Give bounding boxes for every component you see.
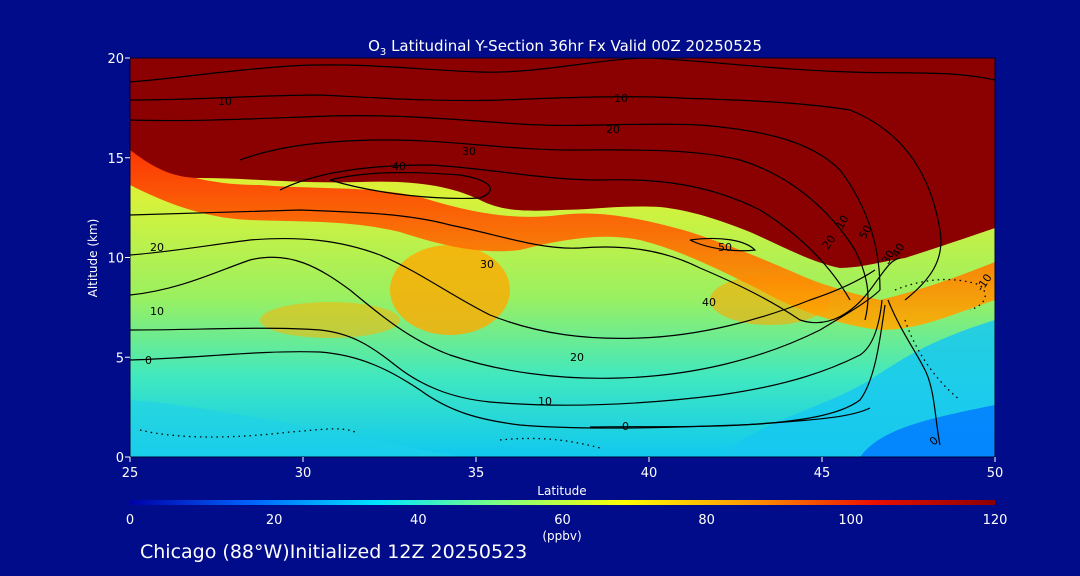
contour-label: 30: [879, 248, 897, 267]
contour-label: 10: [833, 213, 851, 232]
contour-label: 40: [702, 296, 716, 309]
contour-label: 20: [150, 241, 164, 254]
ozone-field-low-patch-west: [130, 400, 460, 457]
contour-label: 50: [718, 241, 732, 254]
contour-label: 10: [150, 305, 164, 318]
title-subscript: 3: [380, 47, 386, 58]
contour-label: 30: [462, 145, 476, 158]
colorbar-tick-label: 40: [410, 513, 427, 528]
contour-label: 50: [856, 223, 874, 242]
x-axis: 25 30 35 40 45 50: [122, 457, 1004, 481]
x-tick-label: 40: [641, 466, 658, 481]
colorbar-tick-label: 20: [266, 513, 283, 528]
colorbar-tick-label: 120: [983, 513, 1008, 528]
x-tick-label: 50: [987, 466, 1004, 481]
colorbar-tick-label: 80: [698, 513, 715, 528]
ozone-field-tropopause-band: [130, 150, 995, 330]
contour-label: 10: [538, 395, 552, 408]
title-suffix: Latitudinal Y-Section 36hr Fx Valid 00Z …: [386, 37, 762, 55]
y-tick-label: 5: [116, 351, 124, 366]
y-tick-label: 20: [107, 52, 124, 67]
contour-label: 20: [570, 351, 584, 364]
y-tick-label: 10: [107, 252, 124, 267]
contour-label: 0: [622, 420, 629, 433]
contour-lines: [130, 58, 995, 449]
colorbar-tick-label: 100: [838, 513, 863, 528]
colorbar: [130, 500, 995, 505]
x-tick-label: 35: [468, 466, 485, 481]
contour-label: 20: [606, 123, 620, 136]
contour-label: 0: [145, 354, 152, 367]
contour-label: 10: [218, 95, 232, 108]
ozone-field-low-patch-east-deep: [860, 405, 995, 457]
y-axis: 0 5 10 15 20: [107, 52, 130, 466]
colorbar-tick-label: 60: [554, 513, 571, 528]
y-tick-label: 0: [116, 451, 124, 466]
ozone-field-stratosphere: [130, 58, 995, 268]
y-tick-label: 15: [107, 152, 124, 167]
contour-label: 30: [480, 258, 494, 271]
colorbar-label: (ppbv): [542, 529, 581, 543]
ozone-field-orange-blob-1: [390, 245, 510, 335]
x-axis-label: Latitude: [537, 484, 586, 498]
chart-title: O3 Latitudinal Y-Section 36hr Fx Valid 0…: [368, 37, 762, 58]
y-axis-label: Altitude (km): [86, 219, 100, 298]
contour-label: 40: [889, 241, 907, 260]
title-prefix: O: [368, 37, 380, 55]
colorbar-ticks: 0 20 40 60 80 100 120: [126, 513, 1008, 528]
ozone-field-orange-blob-2: [260, 302, 400, 338]
x-tick-label: 30: [295, 466, 312, 481]
plot-area: 10 20 30 40 50 10 20 30 40 20 10 0 10 0 …: [130, 58, 995, 457]
x-tick-label: 45: [814, 466, 831, 481]
footer-text: Chicago (88°W)Initialized 12Z 20250523: [140, 541, 528, 563]
colorbar-tick-label: 0: [126, 513, 134, 528]
contour-label: 10: [614, 92, 628, 105]
contour-label: 40: [392, 160, 406, 173]
x-tick-label: 25: [122, 466, 139, 481]
